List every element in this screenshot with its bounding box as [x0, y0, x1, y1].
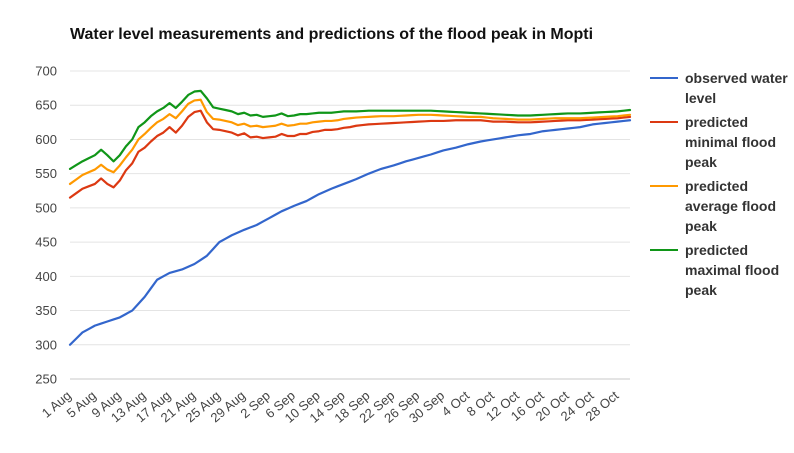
legend-swatch-minimal — [650, 121, 678, 123]
legend-item-maximal: predicted maximal flood peak — [650, 240, 790, 300]
legend-item-average: predicted average flood peak — [650, 176, 790, 236]
y-tick-label: 400 — [35, 269, 57, 284]
series-lines — [68, 89, 632, 346]
y-tick-label: 450 — [35, 235, 57, 250]
legend-swatch-average — [650, 185, 678, 187]
y-tick-label: 650 — [35, 98, 57, 113]
series-maximal-line — [68, 89, 632, 170]
y-tick-label: 300 — [35, 337, 57, 352]
series-observed-line — [68, 119, 632, 346]
legend: observed water level predicted minimal f… — [650, 68, 790, 304]
legend-swatch-observed — [650, 77, 678, 79]
chart-title: Water level measurements and predictions… — [70, 26, 594, 43]
legend-item-minimal: predicted minimal flood peak — [650, 112, 790, 172]
legend-swatch-maximal — [650, 249, 678, 251]
y-tick-label: 550 — [35, 166, 57, 181]
y-tick-label: 500 — [35, 200, 57, 215]
legend-label-minimal: predicted minimal flood peak — [685, 114, 776, 170]
legend-item-observed: observed water level — [650, 68, 790, 108]
legend-label-observed: observed water level — [685, 70, 788, 106]
y-tick-label: 250 — [35, 372, 57, 387]
y-tick-label: 350 — [35, 303, 57, 318]
series-average-line — [68, 98, 632, 186]
y-tick-label: 600 — [35, 132, 57, 147]
y-tick-label: 700 — [35, 64, 57, 79]
legend-label-average: predicted average flood peak — [685, 178, 777, 234]
series-minimal-line — [68, 109, 632, 199]
legend-label-maximal: predicted maximal flood peak — [685, 242, 780, 298]
y-axis-ticks: 250 300 350 400 450 500 550 600 650 700 — [35, 64, 57, 387]
gridlines — [70, 70, 630, 380]
